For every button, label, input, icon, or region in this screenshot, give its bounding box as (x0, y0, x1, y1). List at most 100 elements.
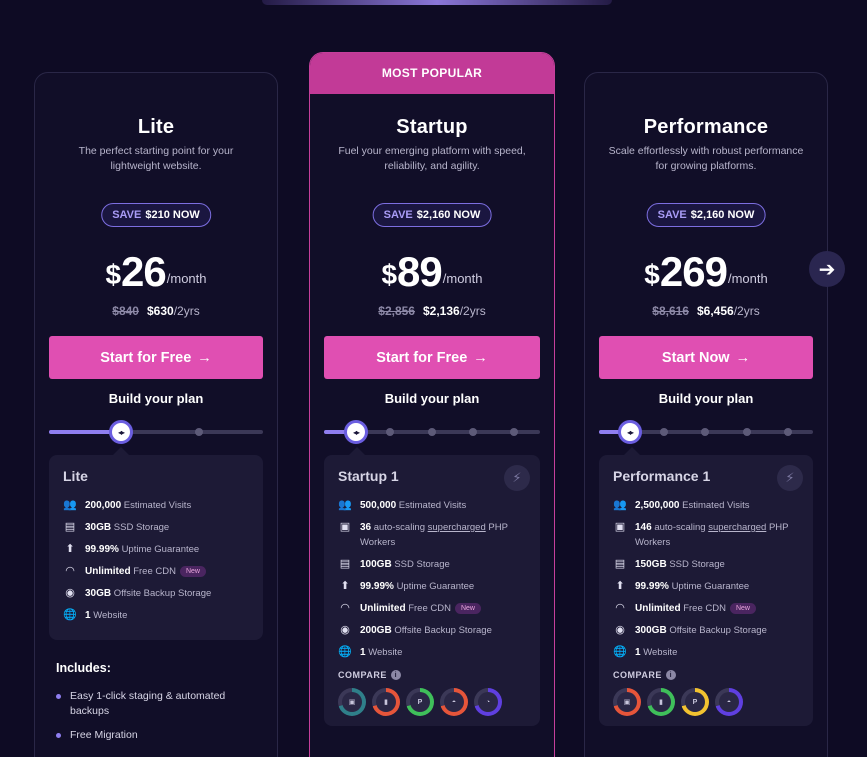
includes-item: Free Migration (56, 728, 263, 743)
compare-text: COMPARE (613, 670, 662, 680)
next-arrow-button[interactable]: ➔ (809, 251, 845, 287)
feature-item: ◉ 30GB Offsite Backup Storage (63, 586, 249, 601)
feature-item: 🌐 1 Website (63, 608, 249, 623)
feature-label: Free CDN (408, 603, 451, 614)
price-amount: 89 (397, 248, 443, 295)
price-amount: 26 (121, 248, 167, 295)
start-for-free-button[interactable]: Start for Free → (324, 336, 540, 379)
slider-step[interactable] (428, 428, 436, 436)
feature-list: 👥 2,500,000 Estimated Visits ▣ 146 auto-sca… (613, 498, 799, 660)
plan-card-startup: MOST POPULAR Startup Fuel your emerging … (309, 52, 555, 757)
competitor-logo-icon: ▣ (617, 692, 637, 712)
feature-item: ◠ Unlimited Free CDN New (613, 601, 799, 616)
uptime-icon: ⬆ (340, 579, 350, 592)
feature-label: Estimated Visits (682, 500, 750, 511)
feature-text: 99.99% Uptime Guarantee (360, 579, 474, 594)
price-period: /month (166, 271, 207, 286)
new-total: $6,456 (696, 304, 734, 318)
features-panel: Startup 1 ⚡ 👥 500,000 Estimated Visits ▣ 36… (324, 447, 540, 726)
slider-step[interactable] (195, 428, 203, 436)
bolt-icon: ⚡ (777, 465, 803, 491)
slider-thumb[interactable]: ◂▸ (344, 420, 368, 444)
competitor-logo-icon: ▮ (376, 692, 396, 712)
feature-item: ◠ Unlimited Free CDN New (338, 601, 526, 616)
feature-item: 🌐 1 Website (613, 645, 799, 660)
slider-step[interactable] (701, 428, 709, 436)
slider-thumb[interactable]: ◂▸ (109, 420, 133, 444)
features-panel: Performance 1 ⚡ 👥 2,500,000 Estimated Vis… (599, 447, 813, 726)
plan-card-lite: Lite The perfect starting point for your… (34, 72, 278, 757)
slider-fill (599, 430, 629, 434)
slider-step[interactable] (386, 428, 394, 436)
new-badge: New (179, 566, 206, 577)
competitor-icon[interactable]: ◔ (474, 688, 502, 716)
feature-item: ◉ 200GB Offsite Backup Storage (338, 623, 526, 638)
feature-item: 👥 200,000 Estimated Visits (63, 498, 249, 513)
users-icon: 👥 (63, 498, 77, 511)
feature-value: 2,500,000 (635, 500, 680, 511)
competitor-icon[interactable]: ▣ (338, 688, 366, 716)
feature-label: Website (643, 647, 678, 658)
feature-text: Unlimited Free CDN New (85, 564, 206, 579)
feature-value: 99.99% (635, 581, 669, 592)
plan-description: The perfect starting point for your ligh… (78, 145, 234, 172)
plan-slider[interactable]: ◂▸ (49, 420, 263, 444)
slider-thumb[interactable]: ◂▸ (618, 420, 642, 444)
slider-step[interactable] (660, 428, 668, 436)
competitor-icon[interactable]: ▮ (647, 688, 675, 716)
feature-text: 200,000 Estimated Visits (85, 498, 191, 513)
old-total: $8,616 (652, 304, 689, 318)
competitor-icon[interactable]: ◓ (440, 688, 468, 716)
storage-icon: ▤ (64, 520, 76, 533)
plan-slider[interactable]: ◂▸ (599, 420, 813, 444)
new-badge: New (729, 603, 756, 614)
feature-label: auto-scaling (654, 522, 706, 533)
feature-label: Estimated Visits (398, 500, 467, 511)
feature-text: 100GB SSD Storage (360, 557, 450, 572)
info-icon[interactable]: i (665, 670, 676, 680)
supercharged-link[interactable]: supercharged (708, 522, 767, 533)
feature-text: 30GB SSD Storage (85, 520, 169, 535)
competitor-icon[interactable]: ▣ (613, 688, 641, 716)
includes-text: Free Migration (70, 729, 138, 741)
competitor-icon[interactable]: ◓ (715, 688, 743, 716)
feature-label: Website (368, 647, 403, 658)
start-for-free-button[interactable]: Start for Free → (49, 336, 263, 379)
feature-label: Website (93, 610, 128, 621)
plan-name: Startup (396, 116, 468, 138)
competitor-icon[interactable]: ▮ (372, 688, 400, 716)
tier-name: Startup 1 (338, 468, 399, 484)
competitor-icon[interactable]: P (681, 688, 709, 716)
arrow-right-icon: ➔ (818, 258, 836, 281)
feature-value: 146 (635, 522, 652, 533)
feature-value: 500,000 (360, 500, 397, 511)
php-icon: ▣ (614, 520, 626, 533)
info-icon[interactable]: i (390, 670, 401, 680)
feature-item: ▣ 36 auto-scaling supercharged PHP Worker… (338, 520, 526, 550)
slider-step[interactable] (743, 428, 751, 436)
globe-icon: 🌐 (338, 645, 352, 658)
slider-step[interactable] (784, 428, 792, 436)
arrow-right-icon: → (197, 349, 212, 366)
feature-label: Uptime Guarantee (671, 581, 750, 592)
feature-text: 1 Website (85, 608, 127, 623)
drag-arrows-icon: ◂▸ (352, 427, 360, 437)
start-now-button[interactable]: Start Now → (599, 336, 813, 379)
feature-item: ◠ Unlimited Free CDN New (63, 564, 249, 579)
features-panel: Lite 👥 200,000 Estimated Visits ▤ 30GB SSD … (49, 447, 263, 640)
plan-card-performance: Performance Scale effortlessly with robu… (584, 72, 828, 757)
feature-label: Offsite Backup Storage (669, 625, 767, 636)
feature-item: ▣ 146 auto-scaling supercharged PHP Worke… (613, 520, 799, 550)
slider-step[interactable] (469, 428, 477, 436)
tier-name: Lite (63, 468, 88, 484)
feature-label: Offsite Backup Storage (394, 625, 492, 636)
feature-text: 300GB Offsite Backup Storage (635, 623, 767, 638)
plan-slider[interactable]: ◂▸ (324, 420, 540, 444)
slider-step[interactable] (510, 428, 518, 436)
new-total: $630 (146, 304, 174, 318)
competitor-icon[interactable]: P (406, 688, 434, 716)
wifi-icon: ◠ (340, 601, 350, 614)
supercharged-link[interactable]: supercharged (427, 522, 486, 533)
feature-value: 36 (360, 522, 372, 533)
storage-icon: ▤ (614, 557, 626, 570)
